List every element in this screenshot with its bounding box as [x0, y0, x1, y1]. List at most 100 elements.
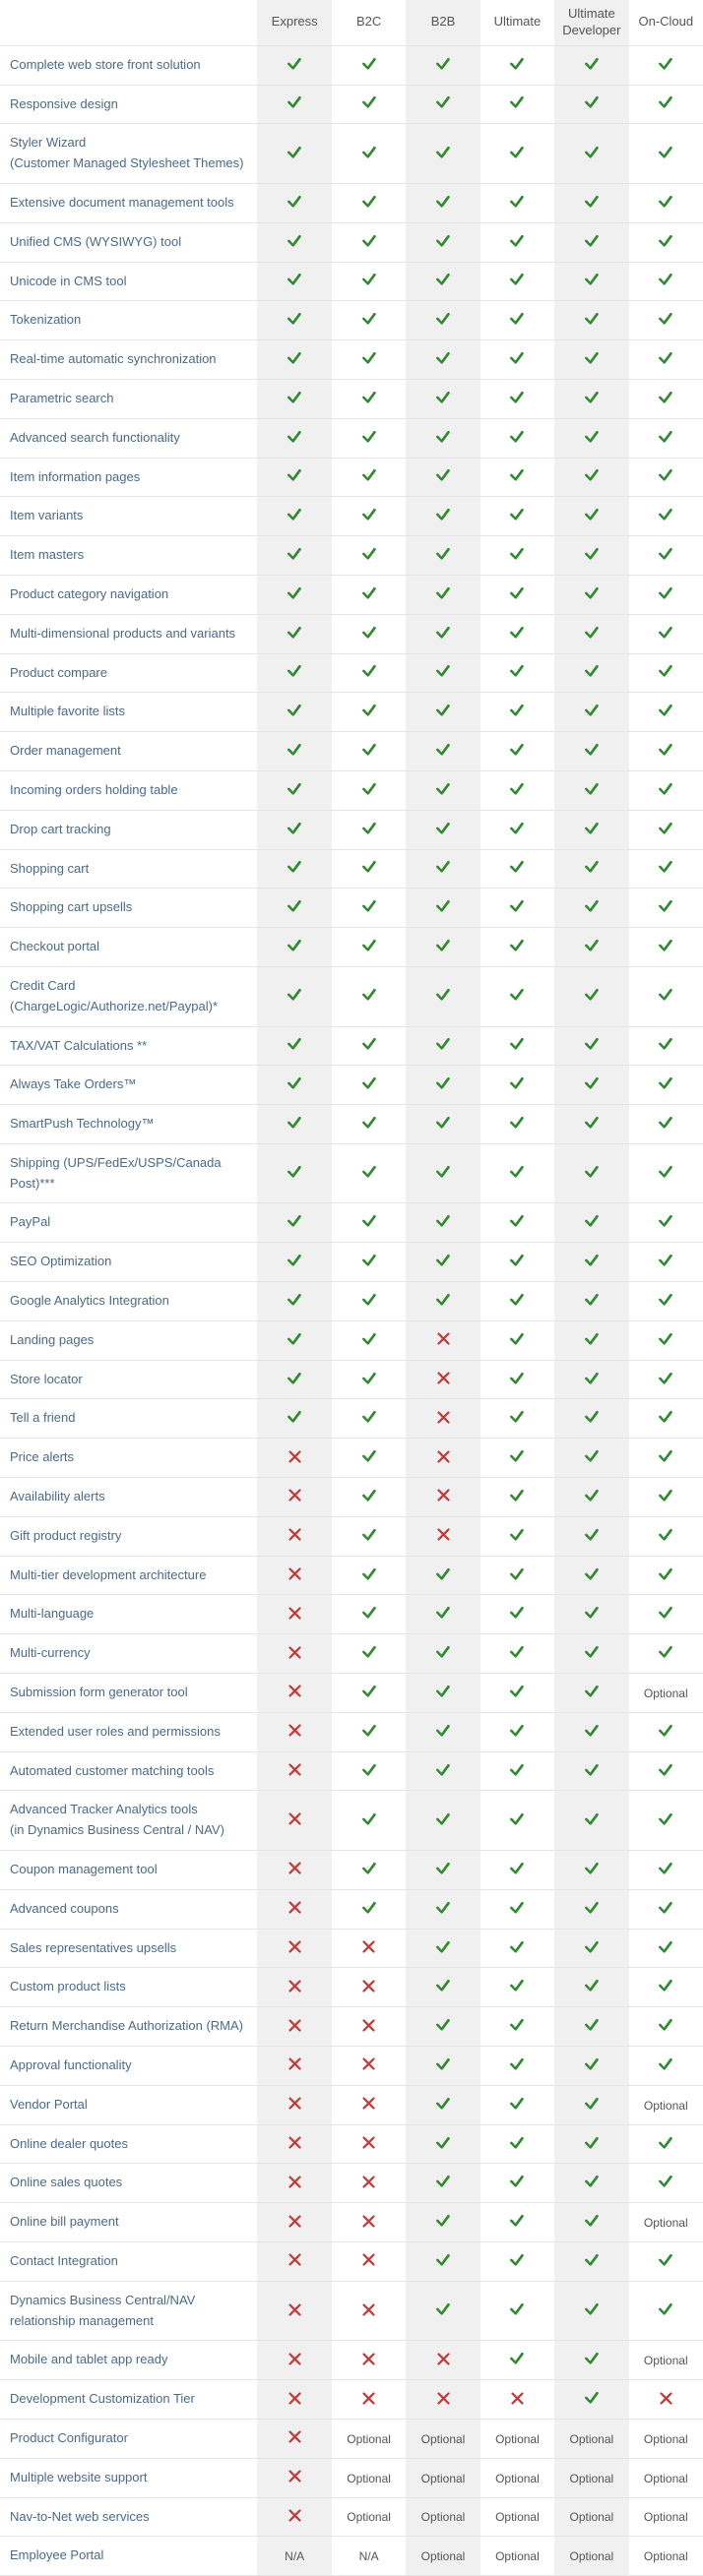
table-row: Mobile and tablet app readyOptional [0, 2341, 703, 2380]
feature-cell [257, 2281, 331, 2341]
check-icon [435, 1167, 451, 1182]
check-icon [584, 1078, 600, 1093]
feature-cell [629, 1634, 703, 1674]
cross-icon [362, 2354, 375, 2368]
feature-cell [332, 1968, 406, 2007]
check-icon [361, 59, 377, 74]
table-row: Submission form generator toolOptional [0, 1674, 703, 1713]
check-icon [509, 275, 525, 289]
check-icon [287, 628, 302, 643]
feature-cell [332, 966, 406, 1026]
feature-cell [332, 458, 406, 497]
check-icon [361, 1569, 377, 1584]
feature-cell [332, 418, 406, 458]
cell-text: Optional [644, 2549, 688, 2563]
feature-cell [554, 85, 628, 124]
check-icon [584, 1374, 600, 1388]
feature-cell [480, 2281, 554, 2341]
check-icon [658, 666, 673, 681]
feature-cell [629, 1282, 703, 1321]
feature-label: Product compare [0, 653, 257, 693]
check-icon [584, 393, 600, 407]
feature-label: Parametric search [0, 379, 257, 418]
check-icon [584, 1412, 600, 1427]
feature-label: Extensive document management tools [0, 183, 257, 222]
feature-cell [480, 1595, 554, 1634]
feature-cell [257, 575, 331, 614]
check-icon [361, 510, 377, 524]
feature-label: Landing pages [0, 1320, 257, 1360]
cross-icon [288, 2098, 301, 2113]
feature-label: Coupon management tool [0, 1851, 257, 1890]
check-icon [435, 197, 451, 212]
feature-label: Order management [0, 732, 257, 771]
feature-cell [629, 1889, 703, 1929]
feature-cell [406, 2380, 479, 2420]
feature-cell [406, 2203, 479, 2242]
check-icon [658, 628, 673, 643]
feature-cell [257, 262, 331, 301]
check-icon [658, 901, 673, 916]
feature-cell [480, 2341, 554, 2380]
check-icon [435, 236, 451, 251]
check-icon [435, 824, 451, 838]
feature-cell [406, 1478, 479, 1517]
check-icon [584, 745, 600, 760]
feature-cell [257, 1674, 331, 1713]
table-row: TAX/VAT Calculations ** [0, 1026, 703, 1066]
feature-cell [257, 2341, 331, 2380]
feature-cell [332, 770, 406, 810]
feature-cell [554, 732, 628, 771]
check-icon [435, 666, 451, 681]
feature-cell [406, 1791, 479, 1851]
feature-cell [406, 1968, 479, 2007]
feature-cell [480, 340, 554, 380]
feature-cell [554, 2007, 628, 2047]
feature-cell [332, 849, 406, 889]
table-row: Automated customer matching tools [0, 1751, 703, 1791]
check-icon [509, 990, 525, 1005]
feature-cell [257, 2007, 331, 2047]
check-icon [509, 745, 525, 760]
cell-text: Optional [644, 2099, 688, 2113]
table-row: Extensive document management tools [0, 183, 703, 222]
check-icon [361, 1118, 377, 1133]
check-icon [361, 784, 377, 799]
feature-cell [629, 1320, 703, 1360]
feature-cell [257, 849, 331, 889]
cross-icon [288, 2058, 301, 2073]
feature-cell [332, 1889, 406, 1929]
feature-cell [332, 1105, 406, 1144]
feature-label: Contact Integration [0, 2242, 257, 2282]
feature-cell [257, 810, 331, 849]
feature-cell: Optional [554, 2458, 628, 2497]
check-icon [658, 745, 673, 760]
check-icon [509, 901, 525, 916]
feature-cell [257, 1026, 331, 1066]
feature-cell [257, 1751, 331, 1791]
cross-icon [437, 2354, 450, 2368]
check-icon [658, 2304, 673, 2319]
feature-cell [629, 1751, 703, 1791]
check-icon [361, 666, 377, 681]
check-icon [509, 1942, 525, 1957]
cross-icon [362, 2216, 375, 2231]
check-icon [658, 353, 673, 368]
check-icon [509, 588, 525, 603]
check-icon [509, 1118, 525, 1133]
feature-cell [629, 2124, 703, 2164]
feature-cell [332, 1143, 406, 1203]
cross-icon [288, 2510, 301, 2525]
feature-cell [257, 2380, 331, 2420]
table-row: Contact Integration [0, 2242, 703, 2282]
feature-label: Drop cart tracking [0, 810, 257, 849]
check-icon [658, 824, 673, 838]
feature-cell [480, 1105, 554, 1144]
feature-cell [332, 2203, 406, 2242]
feature-cell [332, 1929, 406, 1968]
cell-text: Optional [570, 2510, 614, 2524]
cell-text: Optional [644, 2432, 688, 2446]
feature-cell [554, 849, 628, 889]
feature-cell [480, 1791, 554, 1851]
feature-label: Credit Card(ChargeLogic/Authorize.net/Pa… [0, 966, 257, 1026]
